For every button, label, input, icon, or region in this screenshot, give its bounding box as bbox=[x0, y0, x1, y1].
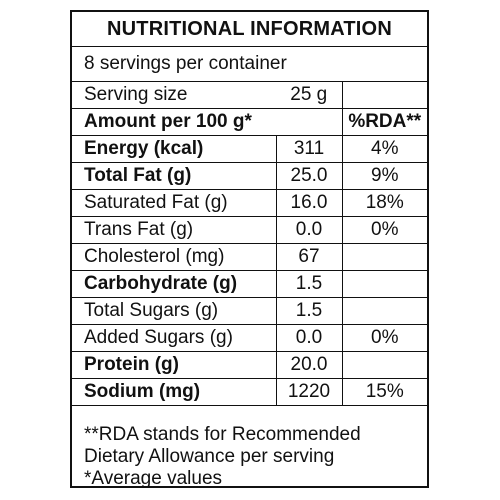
nutrient-value: 20.0 bbox=[275, 351, 343, 379]
nutrient-name: Added Sugars (g) bbox=[72, 324, 277, 352]
nutrient-value: 1.5 bbox=[275, 270, 343, 298]
nutrient-value: 0.0 bbox=[275, 216, 343, 244]
nutrient-rda bbox=[341, 351, 427, 379]
nutrient-rda: 0% bbox=[341, 216, 427, 244]
nutrient-name: Trans Fat (g) bbox=[72, 216, 277, 244]
nutrient-rda bbox=[341, 297, 427, 325]
table-row: Sodium (mg) 1220 15% bbox=[72, 378, 427, 406]
nutrient-value: 67 bbox=[275, 243, 343, 271]
table-row: Trans Fat (g) 0.0 0% bbox=[72, 216, 427, 244]
footnote: *Average values bbox=[84, 468, 223, 489]
nutrient-name: Total Fat (g) bbox=[72, 162, 277, 190]
footnote: **RDA stands for Recommended bbox=[84, 424, 361, 445]
nutrient-rda: 9% bbox=[341, 162, 427, 190]
table-row: Energy (kcal) 311 4% bbox=[72, 135, 427, 163]
nutrient-name: Sodium (mg) bbox=[72, 378, 277, 406]
nutrient-value: 25.0 bbox=[275, 162, 343, 190]
table-row: Protein (g) 20.0 bbox=[72, 351, 427, 379]
empty-cell bbox=[341, 82, 427, 109]
divider bbox=[72, 81, 427, 82]
nutrient-rda bbox=[341, 270, 427, 298]
nutrient-value: 1.5 bbox=[275, 297, 343, 325]
nutrient-name: Total Sugars (g) bbox=[72, 297, 277, 325]
table-row: Total Fat (g) 25.0 9% bbox=[72, 162, 427, 190]
rda-header: %RDA** bbox=[341, 108, 427, 136]
table-row: Total Sugars (g) 1.5 bbox=[72, 297, 427, 325]
footnotes: **RDA stands for Recommended Dietary All… bbox=[84, 424, 419, 490]
nutrient-rda: 4% bbox=[341, 135, 427, 163]
nutrient-name: Energy (kcal) bbox=[72, 135, 277, 163]
nutrition-label: NUTRITIONAL INFORMATION 8 servings per c… bbox=[70, 10, 429, 490]
nutrient-name: Carbohydrate (g) bbox=[72, 270, 277, 298]
serving-size-label: Serving size bbox=[72, 82, 276, 109]
amount-header-label: Amount per 100 g* bbox=[72, 108, 343, 136]
nutrient-rda: 0% bbox=[341, 324, 427, 352]
nutrient-rda bbox=[341, 243, 427, 271]
divider bbox=[72, 46, 427, 47]
table-row: Saturated Fat (g) 16.0 18% bbox=[72, 189, 427, 217]
nutrient-name: Saturated Fat (g) bbox=[72, 189, 277, 217]
table-row: Cholesterol (mg) 67 bbox=[72, 243, 427, 271]
nutrient-value: 16.0 bbox=[275, 189, 343, 217]
nutrient-value: 0.0 bbox=[275, 324, 343, 352]
nutrition-table: Serving size 25 g Amount per 100 g* %RDA… bbox=[72, 82, 427, 406]
servings-per-container: 8 servings per container bbox=[84, 53, 287, 74]
label-title: NUTRITIONAL INFORMATION bbox=[107, 18, 392, 40]
amount-header-row: Amount per 100 g* %RDA** bbox=[72, 108, 427, 136]
serving-size-row: Serving size 25 g bbox=[72, 82, 427, 109]
table-row: Added Sugars (g) 0.0 0% bbox=[72, 324, 427, 352]
footnote: Dietary Allowance per serving bbox=[84, 446, 335, 467]
nutrient-rda: 15% bbox=[341, 378, 427, 406]
table-row: Carbohydrate (g) 1.5 bbox=[72, 270, 427, 298]
nutrient-rda: 18% bbox=[341, 189, 427, 217]
nutrient-value: 1220 bbox=[275, 378, 343, 406]
serving-size-value: 25 g bbox=[276, 82, 343, 109]
nutrient-value: 311 bbox=[275, 135, 343, 163]
nutrient-name: Cholesterol (mg) bbox=[72, 243, 277, 271]
nutrient-name: Protein (g) bbox=[72, 351, 277, 379]
